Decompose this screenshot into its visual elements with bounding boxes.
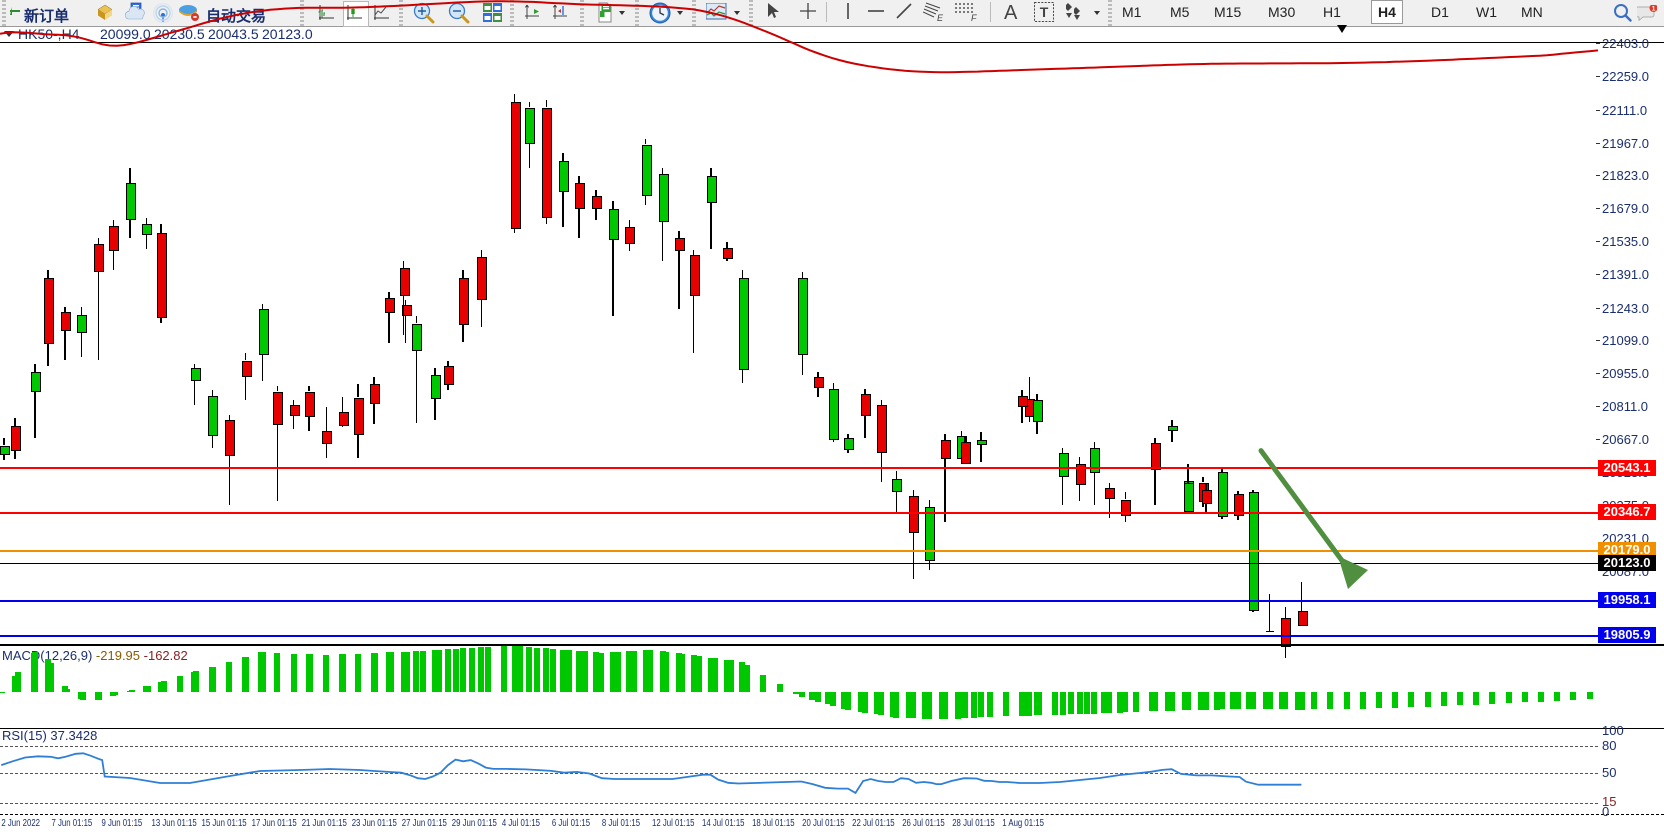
svg-text:1: 1: [1652, 5, 1656, 12]
